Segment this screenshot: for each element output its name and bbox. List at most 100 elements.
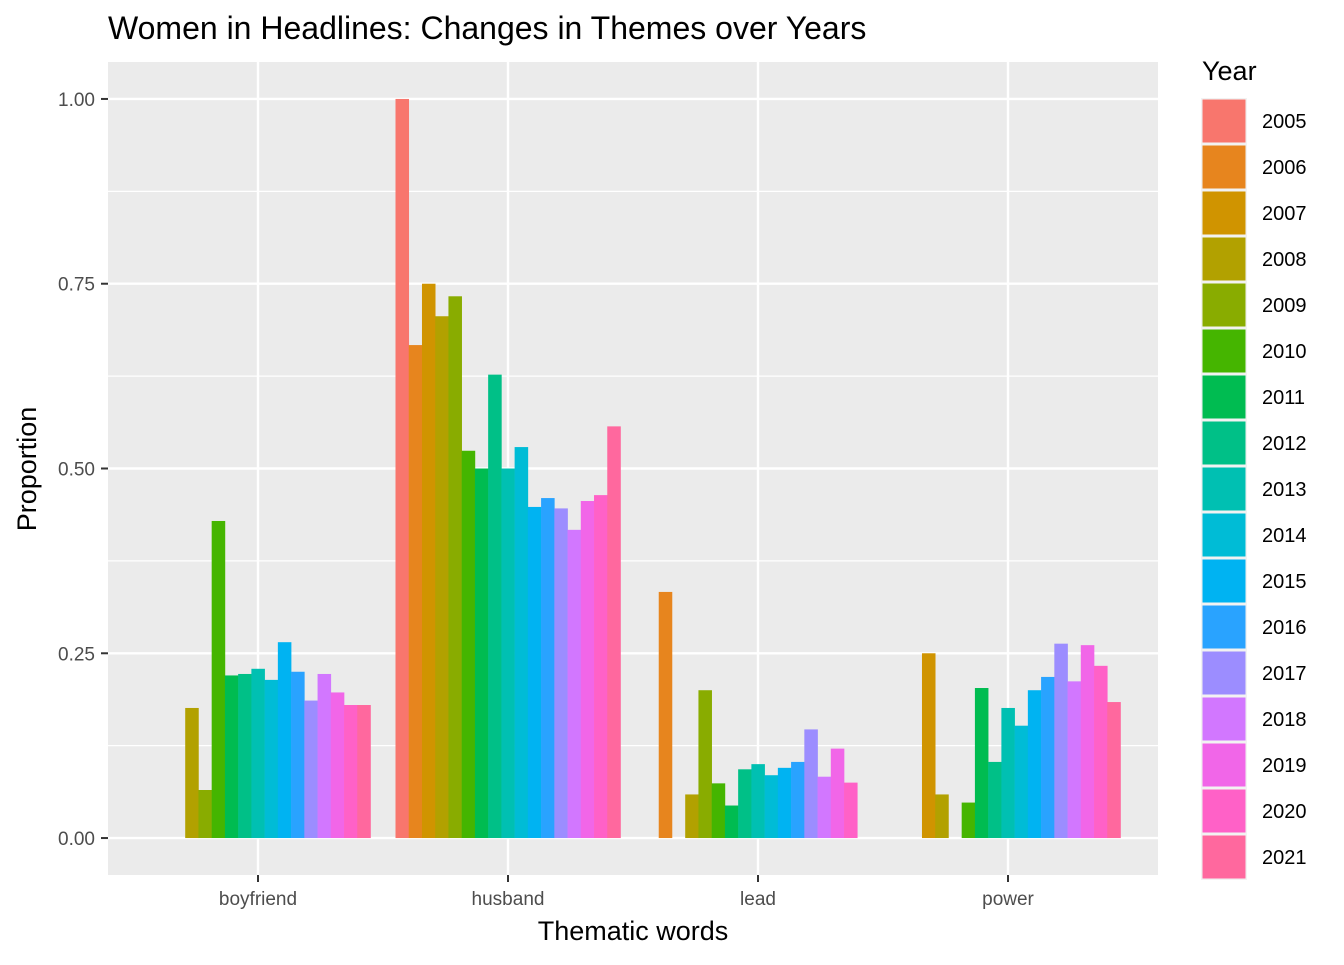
bar-lead-2013 bbox=[751, 764, 765, 839]
axes: 0.00 0.25 0.50 0.75 1.00 boyfriend husband lead… bbox=[58, 90, 1035, 910]
legend-swatch-2010 bbox=[1202, 329, 1246, 373]
x-axis-title: Thematic words bbox=[538, 916, 729, 946]
bar-lead-2009 bbox=[698, 690, 712, 839]
legend-swatch-2019 bbox=[1202, 743, 1246, 787]
legend-swatch-2021 bbox=[1202, 835, 1246, 879]
bar-husband-2008 bbox=[435, 316, 449, 839]
legend-swatch-2014 bbox=[1202, 513, 1246, 557]
bar-power-2015 bbox=[1027, 690, 1042, 839]
bar-lead-2010 bbox=[711, 783, 726, 839]
bar-boyfriend-2017 bbox=[304, 700, 318, 839]
legend-label-2010: 2010 bbox=[1262, 341, 1307, 363]
bar-boyfriend-2013 bbox=[251, 668, 265, 839]
legend-label-2013: 2013 bbox=[1262, 479, 1307, 501]
chart-title: Women in Headlines: Changes in Themes ov… bbox=[108, 10, 866, 46]
legend-label-2009: 2009 bbox=[1262, 295, 1307, 317]
legend-label-2007: 2007 bbox=[1262, 203, 1307, 225]
legend-label-2015: 2015 bbox=[1262, 571, 1307, 593]
bar-boyfriend-2012 bbox=[238, 673, 252, 839]
y-tick-label: 0.25 bbox=[58, 644, 95, 665]
bar-husband-2009 bbox=[448, 296, 462, 839]
bar-boyfriend-2018 bbox=[317, 673, 332, 839]
bar-power-2008 bbox=[935, 794, 949, 839]
legend-label-2008: 2008 bbox=[1262, 249, 1307, 271]
x-tick-label: husband bbox=[472, 889, 545, 910]
bar-power-2016 bbox=[1041, 676, 1055, 839]
bar-power-2007 bbox=[921, 653, 936, 839]
bar-boyfriend-2009 bbox=[198, 790, 212, 839]
legend-swatch-2008 bbox=[1202, 237, 1246, 281]
bar-power-2020 bbox=[1094, 665, 1108, 839]
legend-label-2014: 2014 bbox=[1262, 525, 1307, 547]
bar-lead-2018 bbox=[817, 776, 832, 839]
x-tick-label: lead bbox=[740, 889, 776, 910]
legend-swatch-2018 bbox=[1202, 697, 1246, 741]
bar-power-2019 bbox=[1080, 645, 1095, 839]
legend-label-2005: 2005 bbox=[1262, 111, 1307, 133]
legend-label-2016: 2016 bbox=[1262, 617, 1307, 639]
bar-lead-2011 bbox=[724, 805, 739, 839]
bar-lead-2014 bbox=[764, 775, 779, 839]
bar-husband-2015 bbox=[527, 506, 542, 839]
legend-label-2019: 2019 bbox=[1262, 755, 1307, 777]
y-tick-label: 0.00 bbox=[58, 829, 95, 850]
legend-swatch-2006 bbox=[1202, 145, 1246, 189]
bar-husband-2011 bbox=[474, 468, 489, 839]
bar-boyfriend-2016 bbox=[291, 671, 305, 839]
bar-husband-2020 bbox=[594, 495, 608, 839]
legend-title: Year bbox=[1202, 56, 1257, 86]
bar-boyfriend-2014 bbox=[264, 679, 279, 839]
legend-label-2018: 2018 bbox=[1262, 709, 1307, 731]
legend-swatch-2015 bbox=[1202, 559, 1246, 603]
y-tick-label: 1.00 bbox=[58, 90, 95, 111]
bar-husband-2007 bbox=[421, 283, 436, 839]
legend-label-2020: 2020 bbox=[1262, 801, 1307, 823]
bar-power-2011 bbox=[974, 688, 989, 839]
bar-husband-2010 bbox=[461, 450, 476, 839]
legend: 2005 2006 2007 2008 2009 2010 2011 2012 2013 2014… bbox=[1201, 98, 1307, 880]
legend-swatch-2007 bbox=[1202, 191, 1246, 235]
bar-husband-2012 bbox=[488, 374, 502, 839]
legend-label-2021: 2021 bbox=[1262, 847, 1307, 869]
x-tick-label: boyfriend bbox=[219, 889, 297, 910]
legend-label-2012: 2012 bbox=[1262, 433, 1307, 455]
bar-boyfriend-2010 bbox=[211, 520, 226, 839]
bar-boyfriend-2021 bbox=[357, 705, 371, 839]
bar-lead-2016 bbox=[791, 761, 805, 839]
y-tick-label: 0.50 bbox=[58, 460, 95, 481]
bar-boyfriend-2011 bbox=[224, 675, 239, 839]
bar-lead-2019 bbox=[830, 748, 845, 839]
bar-power-2018 bbox=[1067, 681, 1082, 839]
bar-husband-2018 bbox=[567, 529, 582, 839]
bar-boyfriend-2020 bbox=[344, 705, 358, 839]
bar-husband-2017 bbox=[554, 508, 568, 839]
bar-power-2021 bbox=[1107, 702, 1121, 839]
legend-swatch-2011 bbox=[1202, 375, 1246, 419]
bar-husband-2014 bbox=[514, 447, 529, 839]
bar-power-2014 bbox=[1014, 725, 1029, 839]
bar-power-2013 bbox=[1001, 707, 1015, 839]
legend-swatch-2016 bbox=[1202, 605, 1246, 649]
bar-power-2010 bbox=[961, 802, 976, 839]
bar-lead-2020 bbox=[844, 782, 858, 839]
bar-lead-2006 bbox=[658, 591, 673, 839]
legend-swatch-2005 bbox=[1202, 99, 1246, 143]
bar-husband-2006 bbox=[408, 345, 423, 839]
bars bbox=[185, 98, 1121, 839]
bar-lead-2008 bbox=[685, 794, 699, 839]
legend-label-2006: 2006 bbox=[1262, 157, 1307, 179]
bar-lead-2012 bbox=[738, 769, 752, 839]
bar-husband-2005 bbox=[395, 98, 410, 839]
legend-label-2017: 2017 bbox=[1262, 663, 1307, 685]
bar-husband-2013 bbox=[501, 468, 515, 839]
bar-boyfriend-2015 bbox=[277, 642, 292, 839]
bar-husband-2016 bbox=[541, 498, 555, 839]
y-axis-title: Proportion bbox=[12, 407, 42, 532]
bar-boyfriend-2008 bbox=[185, 707, 199, 839]
bar-power-2012 bbox=[988, 761, 1002, 839]
bar-lead-2017 bbox=[804, 729, 818, 839]
bar-boyfriend-2019 bbox=[330, 692, 345, 839]
bar-husband-2021 bbox=[607, 426, 621, 839]
bar-lead-2015 bbox=[777, 767, 792, 839]
